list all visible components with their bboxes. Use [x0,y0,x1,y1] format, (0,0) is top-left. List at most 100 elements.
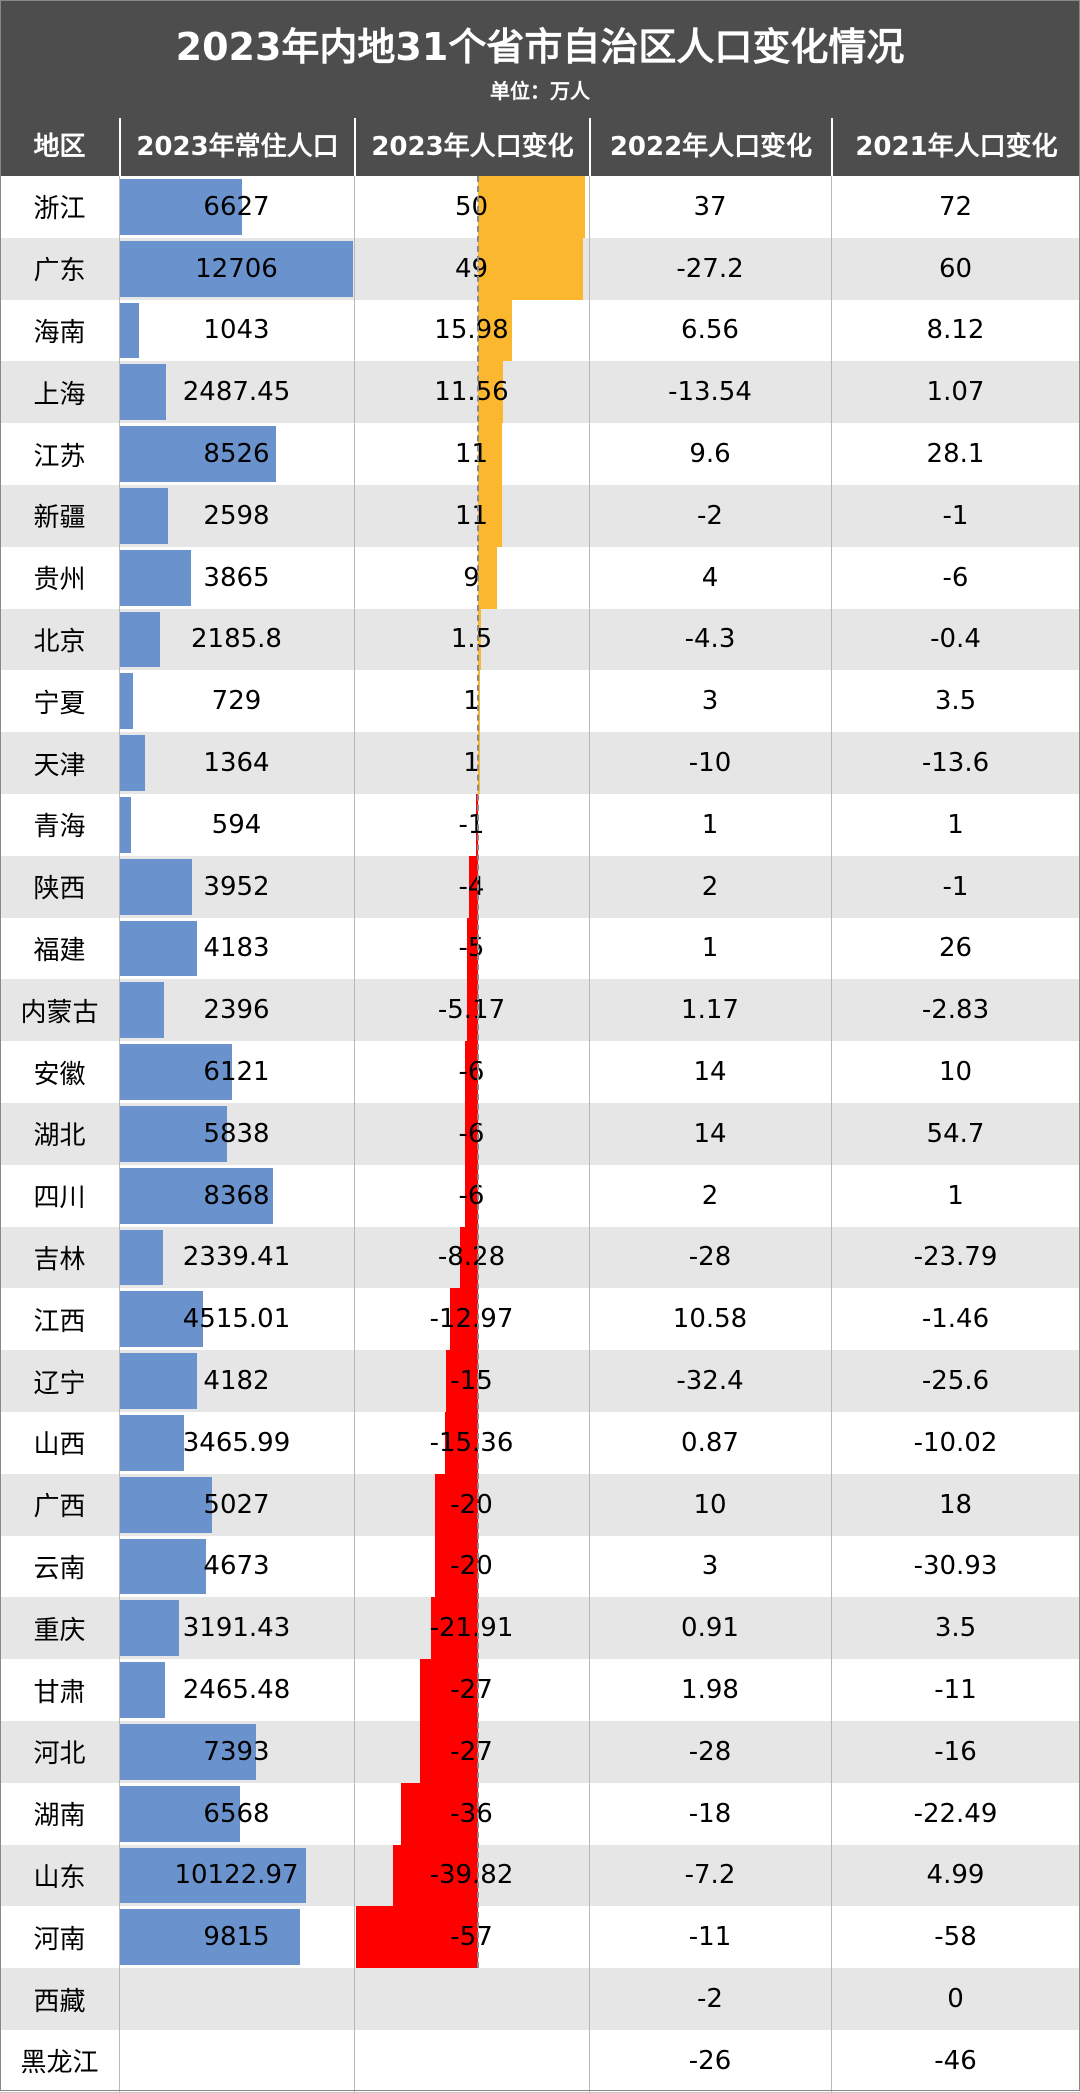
positive-change-bar [478,237,583,300]
table-row: 安徽 6121 -6 14 10 [0,1041,1080,1103]
column-header-pop2023: 2023年常住人口 [119,118,354,176]
population-bar [120,1662,166,1718]
population-bar [120,1538,206,1595]
change-2022-value: 14 [693,1057,727,1088]
change-2022-value: 1.98 [681,1675,739,1706]
region-label: 青海 [33,812,86,843]
table-row: 河北 7393 -27 -28 -16 [0,1721,1080,1783]
positive-change-bar [478,608,482,671]
table-row: 新疆 2598 11 -2 -1 [0,485,1080,547]
change-2023-value: -21.91 [429,1613,514,1644]
population-bar [120,549,191,606]
region-label: 湖北 [33,1121,86,1152]
negative-change-bar [465,1164,478,1227]
change-2023-value: 50 [454,191,489,222]
region-label: 浙江 [33,194,86,225]
region-label: 新疆 [33,503,86,534]
change-2023-value: -27 [450,1736,493,1767]
change-2022-value: -2 [697,500,723,531]
negative-change-bar [435,1473,478,1536]
region-label: 江苏 [33,441,86,472]
change-2021-value: -10.02 [913,1427,998,1458]
population-value: 1364 [203,748,270,779]
population-bar [120,1353,197,1409]
region-label: 西藏 [33,1986,86,2017]
population-bar [120,302,140,359]
population-bar [120,240,353,297]
population-bar [120,1909,300,1966]
table-row: 甘肃 2465.48 -27 1.98 -11 [0,1659,1080,1721]
population-bar [120,426,277,482]
population-bar [120,1167,274,1224]
change-2023-value: -6 [458,1118,485,1149]
change-2022-value: -28 [688,1736,732,1767]
change-2021-value: 3.5 [934,686,977,717]
population-value: 5838 [203,1118,270,1149]
negative-change-bar [445,1350,478,1412]
population-bar [120,1785,241,1842]
table-row: 福建 4183 -5 1 26 [0,917,1080,980]
population-value: 9815 [203,1922,270,1953]
table-row: 湖南 6568 -36 -18 -22.49 [0,1782,1080,1845]
change-2021-value: -2.83 [921,995,990,1026]
region-label: 山东 [33,1862,86,1893]
negative-change-bar [465,1041,478,1103]
population-value: 8526 [203,439,270,470]
population-value: 4182 [203,1366,270,1397]
change-2022-value: 14 [693,1118,727,1149]
region-label: 黑龙江 [20,2048,99,2079]
table-row: 海南 1043 15.98 6.56 8.12 [0,299,1080,362]
table-row: 吉林 2339.41 -8.28 -28 -23.79 [0,1226,1080,1289]
change-2023-value: -15 [450,1366,493,1397]
change-2022-value: 2 [701,1180,719,1211]
change-2023-value: 1 [463,686,480,717]
table-row: 河南 9815 -57 -11 -58 [0,1906,1080,1969]
change-2023-value: -39.82 [429,1860,514,1891]
change-2021-value: 8.12 [926,315,985,346]
region-label: 江西 [33,1306,86,1337]
region-label: 吉林 [33,1244,86,1275]
change-2021-value: -25.6 [921,1366,990,1397]
change-2022-value: 10 [693,1489,727,1520]
population-value: 2465.48 [182,1675,291,1706]
change-2022-value: -27.2 [676,253,744,284]
title-bar: 2023年内地31个省市自治区人口变化情况 单位：万人 [0,0,1080,118]
negative-change-bar [469,855,478,918]
change-2021-value: -13.6 [921,748,990,779]
table-row: 四川 8368 -6 2 1 [0,1164,1080,1227]
change-2023-value: 9 [463,562,480,593]
change-2023-value: 11 [454,500,489,531]
change-2022-value: 0.91 [681,1613,739,1644]
region-label: 宁夏 [33,688,86,719]
change-2021-value: 1.07 [926,377,985,408]
region-label: 辽宁 [33,1368,86,1399]
change-2022-value: 10.58 [672,1304,748,1335]
change-2023-value: -1 [458,809,485,840]
region-label: 安徽 [33,1059,86,1090]
change-2022-value: 3 [701,1551,719,1582]
column-divider [589,176,590,2092]
table-row: 江苏 8526 11 9.6 28.1 [0,423,1080,485]
population-value: 2339.41 [182,1242,291,1273]
change-2022-value: -13.54 [668,377,752,408]
change-2023-value: -5.17 [437,995,506,1026]
change-2023-value: -8.28 [437,1242,506,1273]
change-2023-value: 11 [454,439,489,470]
population-value: 2396 [203,995,270,1026]
region-label: 福建 [33,935,86,966]
change-2021-value: -0.4 [930,624,981,655]
population-value: 6568 [203,1798,270,1829]
column-header-chg2023: 2023年人口变化 [354,118,589,176]
change-2023-value: -5 [458,933,485,964]
positive-change-bar [478,423,502,485]
negative-change-bar [435,1535,478,1598]
column-divider [354,176,355,2092]
negative-change-bar [467,917,478,980]
change-2022-value: 1 [701,933,719,964]
positive-change-bar [478,670,481,733]
negative-change-bar [445,1412,478,1474]
chart-title: 2023年内地31个省市自治区人口变化情况 [175,25,905,69]
table-row: 山东 10122.97 -39.82 -7.2 4.99 [0,1844,1080,1907]
negative-change-bar [420,1721,478,1783]
